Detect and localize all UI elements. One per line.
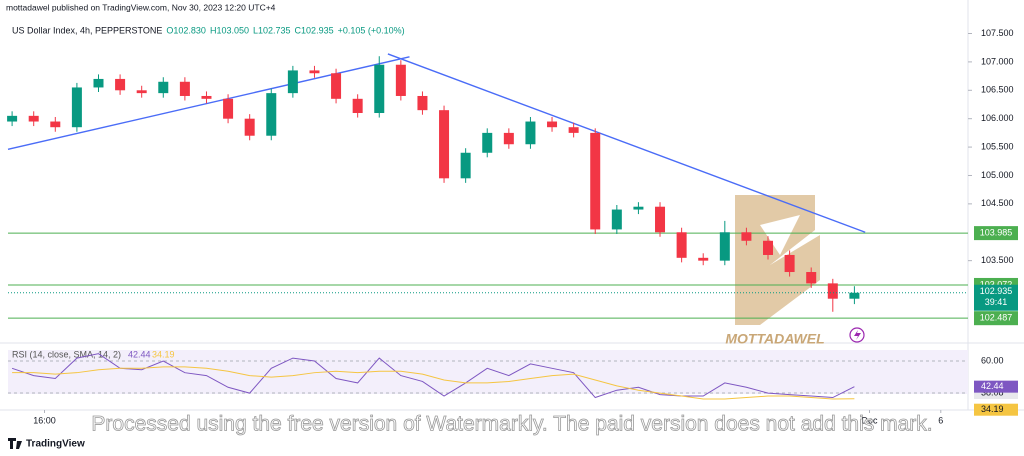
candle-body <box>827 283 838 299</box>
rsi-tick-label: 60.00 <box>981 355 1004 365</box>
ohlc-legend: L102.735 <box>253 25 291 35</box>
rsi-value-label: 34.19 <box>981 404 1004 414</box>
candle-body <box>244 118 255 136</box>
rsi-ma-legend-value: 34.19 <box>152 349 175 359</box>
y-tick-label: 105.500 <box>981 141 1014 151</box>
candle-body <box>395 64 406 96</box>
rsi-line <box>11 353 855 399</box>
candle-body <box>698 257 709 261</box>
candle-body <box>201 95 212 99</box>
ohlc-legend: H103.050 <box>210 25 249 35</box>
y-tick-label: 107.000 <box>981 56 1014 66</box>
y-tick-label: 105.000 <box>981 170 1014 180</box>
level-label-box <box>974 311 1018 326</box>
y-tick-label: 107.500 <box>981 28 1014 38</box>
rsi-value-label: 42.44 <box>981 381 1004 391</box>
level-label-box <box>974 226 1018 241</box>
candle-body <box>741 232 752 241</box>
level-label: 103.985 <box>980 227 1013 237</box>
candle-body <box>309 70 320 74</box>
candle-body <box>352 98 363 114</box>
candle-body <box>7 115 18 122</box>
candle-body <box>287 70 298 94</box>
y-tick-label: 103.500 <box>981 255 1014 265</box>
watermark-logo <box>735 195 820 325</box>
candle-body <box>93 78 104 88</box>
candle-body <box>50 121 61 128</box>
candle-body <box>266 93 277 136</box>
candle-body <box>547 121 558 128</box>
current-price-box <box>974 284 1018 311</box>
candle-body <box>503 132 514 145</box>
candle-body <box>611 209 622 230</box>
x-tick-label: Dec <box>862 415 879 425</box>
alert-icon[interactable] <box>849 327 865 343</box>
level-label: 102.487 <box>980 313 1013 323</box>
footer: TradingView <box>26 439 85 450</box>
ohlc-legend: +0.105 (+0.10%) <box>338 25 405 35</box>
candle-body <box>676 232 687 258</box>
candle-body <box>806 272 817 284</box>
rsi-value-box <box>974 403 1018 416</box>
candle-body <box>417 95 428 111</box>
x-tick-label: 16:00 <box>33 415 56 425</box>
candle-body <box>719 232 730 261</box>
trendline <box>7 56 410 151</box>
candle-body <box>784 254 795 273</box>
candle-body <box>374 64 385 114</box>
candle-body <box>115 78 126 91</box>
rsi-band <box>8 350 968 394</box>
candle-body <box>439 110 450 179</box>
ohlc-legend: C102.935 <box>295 25 334 35</box>
candle-body <box>331 73 342 99</box>
chart-title: US Dollar Index, 4h, PEPPERSTONE <box>12 25 162 35</box>
x-tick-label: 6 <box>938 415 943 425</box>
candle-body <box>633 206 644 210</box>
current-price-label: 102.935 <box>980 286 1013 296</box>
rsi-legend-value: 42.44 <box>128 349 151 359</box>
candle-body <box>136 90 147 94</box>
rsi-line <box>12 366 855 400</box>
candle-body <box>525 121 536 145</box>
y-tick-label: 106.500 <box>981 85 1014 95</box>
candle-body <box>460 152 471 179</box>
candle-body <box>763 240 774 255</box>
candle-body <box>568 127 579 133</box>
y-tick-label: 104.500 <box>981 198 1014 208</box>
candle-body <box>223 98 234 119</box>
publisher: mottadawel published on TradingView.com,… <box>6 2 276 12</box>
watermark-logo-text: MOTTADAWEL <box>725 331 824 347</box>
candle-body <box>655 206 666 233</box>
tv-logo <box>8 438 22 449</box>
candle-body <box>28 115 39 122</box>
rsi-label: RSI (14, close, SMA, 14, 2) <box>12 349 121 359</box>
candle-body <box>849 292 860 299</box>
countdown: 39:41 <box>985 297 1008 307</box>
level-label: 103.072 <box>980 279 1013 289</box>
candle-body <box>158 81 169 94</box>
rsi-value-box <box>974 380 1018 393</box>
candle-body <box>71 87 82 128</box>
candle-body <box>482 132 493 153</box>
alert-bolt <box>854 330 861 340</box>
candle-body <box>590 132 601 230</box>
candle-body <box>179 81 190 96</box>
watermark-text: Processed using the free version of Wate… <box>91 413 932 436</box>
trendline <box>387 53 866 233</box>
y-tick-label: 106.000 <box>981 113 1014 123</box>
ohlc-legend: O102.830 <box>166 25 206 35</box>
